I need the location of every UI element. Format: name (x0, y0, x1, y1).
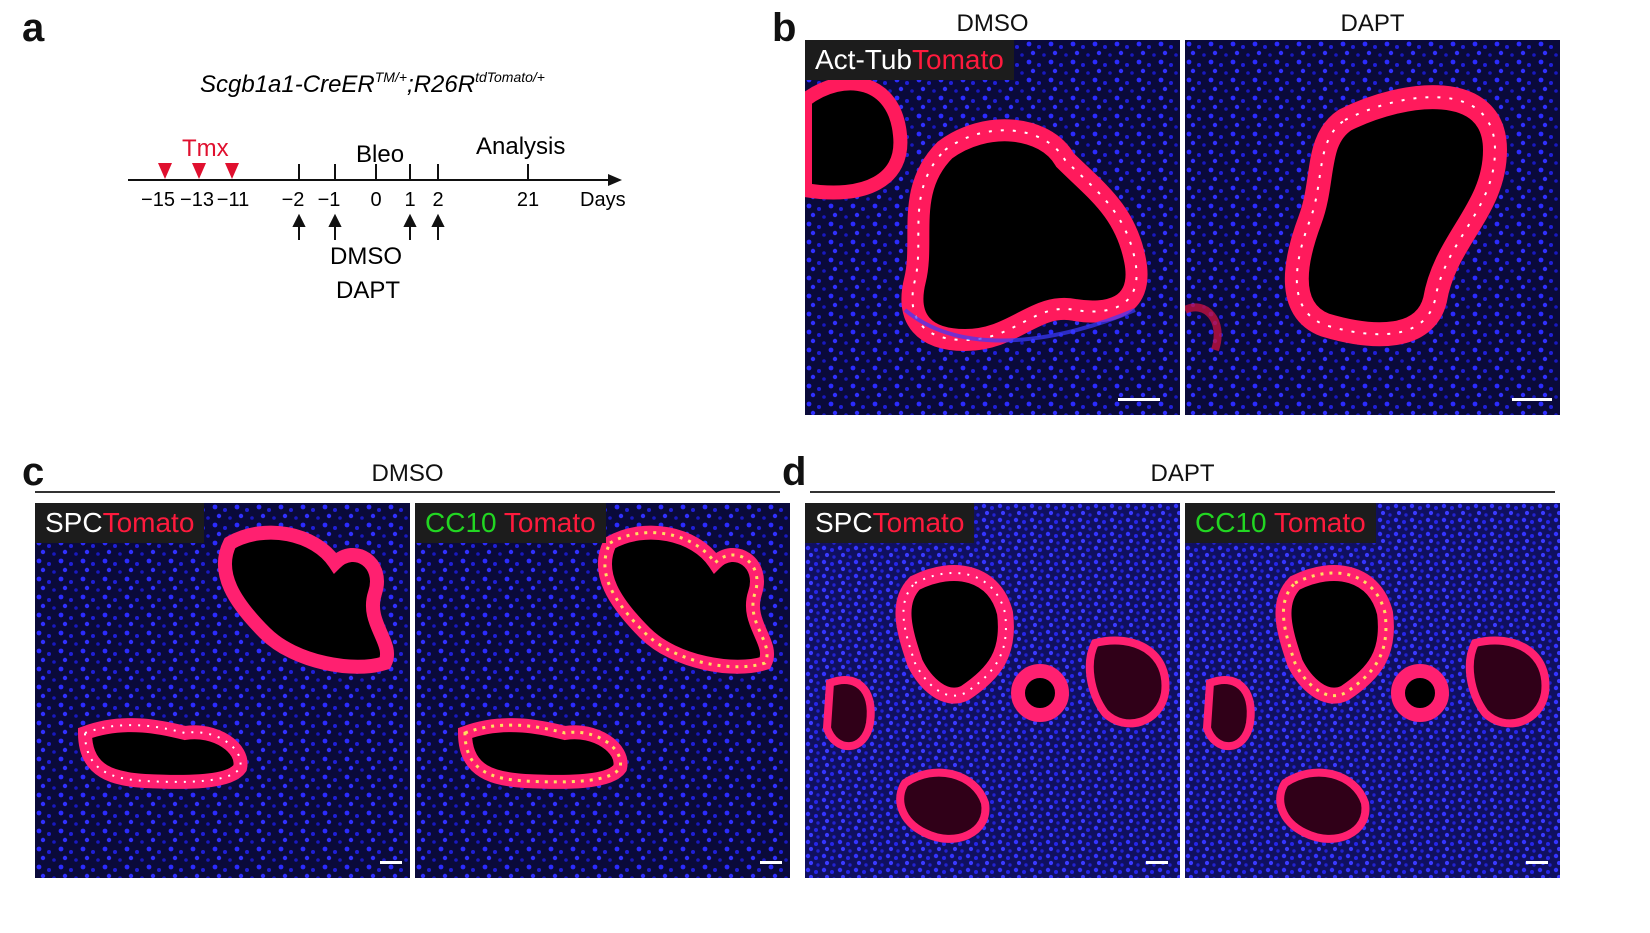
tick-label: −1 (318, 189, 341, 211)
treatment-arrows (292, 213, 445, 240)
stain-label-act-tub: Act-TubTomato (805, 40, 1014, 80)
panel-b-label: b (772, 6, 797, 50)
tick-label: 21 (517, 189, 539, 211)
scale-bar (1118, 398, 1160, 401)
tick-label: −13 (180, 189, 214, 211)
panel-d-title: DAPT (1150, 460, 1215, 487)
bleo-label: Bleo (356, 141, 404, 168)
scale-bar (380, 861, 402, 864)
tmx-label: Tmx (182, 135, 229, 162)
tmx-marker-icon (192, 163, 206, 179)
stain-label-spc: SPCTomato (805, 503, 975, 543)
stain-label-cc10: CC10 Tomato (415, 503, 606, 543)
treatment-dapt-label: DAPT (336, 277, 400, 304)
panel-c-label: c (22, 450, 45, 494)
stain-label-cc10: CC10 Tomato (1185, 503, 1376, 543)
panel-c-divider (35, 491, 780, 493)
axis-ticks (298, 164, 529, 180)
tick-label: −11 (217, 189, 249, 211)
tmx-marker-icon (158, 163, 172, 179)
micrograph-d-cc10: CC10 Tomato (1185, 503, 1560, 878)
panel-d-divider (810, 491, 1555, 493)
micrograph-c-spc: SPCTomato (35, 503, 410, 878)
tick-label: −15 (141, 189, 175, 211)
panel-b-dapt-title: DAPT (1340, 10, 1405, 37)
days-label: Days (580, 189, 626, 211)
tmx-marker-icon (225, 163, 239, 179)
panel-d-label: d (782, 450, 807, 494)
micrograph-c-cc10: CC10 Tomato (415, 503, 790, 878)
micrograph-b-dapt (1185, 40, 1560, 415)
micrograph-d-spc: SPCTomato (805, 503, 1180, 878)
genotype-label: Scgb1a1-CreERTM/+;R26RtdTomato/+ (200, 69, 545, 98)
tick-label: 2 (432, 189, 443, 211)
scale-bar (1526, 861, 1548, 864)
scale-bar (1512, 398, 1552, 401)
analysis-label: Analysis (476, 133, 565, 160)
panel-b-dmso-title: DMSO (956, 10, 1029, 37)
scale-bar (760, 861, 782, 864)
stain-label-spc: SPCTomato (35, 503, 205, 543)
axis-arrowhead (608, 174, 622, 186)
treatment-dmso-label: DMSO (330, 243, 402, 270)
tick-label: −2 (282, 189, 305, 211)
panel-a-label: a (22, 6, 45, 50)
micrograph-b-dmso: Act-TubTomato (805, 40, 1180, 415)
tick-label: 1 (404, 189, 415, 211)
panel-c-title: DMSO (371, 460, 444, 487)
tick-label: 0 (370, 189, 381, 211)
scale-bar (1146, 861, 1168, 864)
timeline-diagram: Scgb1a1-CreERTM/+;R26RtdTomato/+ Tmx Ble… (128, 69, 626, 304)
